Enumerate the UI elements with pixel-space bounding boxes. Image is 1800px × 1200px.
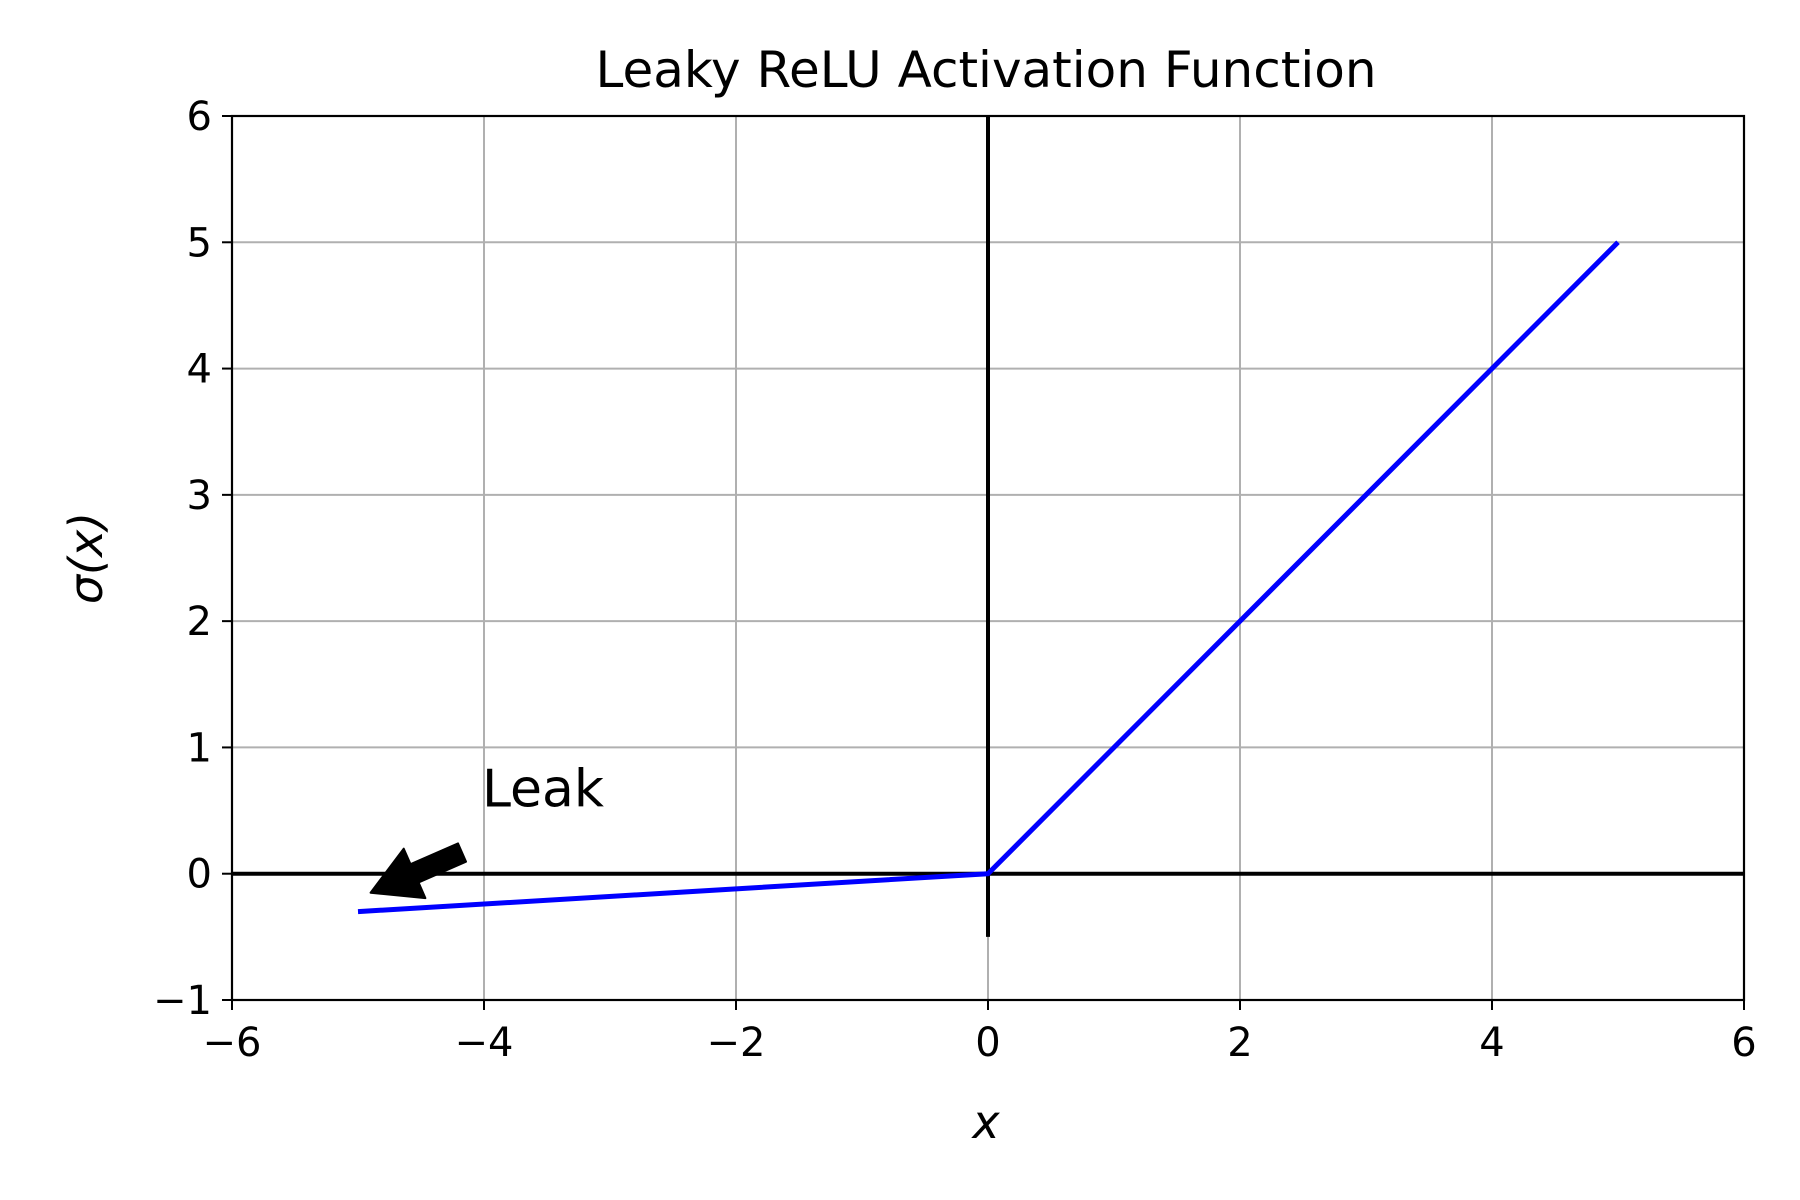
annotation-label: Leak [482, 760, 604, 820]
y-tick-label: 3 [187, 473, 212, 519]
y-axis-ticks: −1 0 1 2 3 4 5 6 [153, 94, 232, 1024]
x-tick-label: 4 [1479, 1020, 1504, 1066]
y-tick-label: −1 [153, 978, 212, 1024]
x-axis-ticks: −6 −4 −2 0 2 4 6 [203, 1000, 1757, 1066]
x-tick-label: 0 [975, 1020, 1000, 1066]
x-tick-label: −4 [455, 1020, 514, 1066]
y-tick-label: 5 [187, 220, 212, 266]
x-tick-label: −6 [203, 1020, 262, 1066]
y-tick-label: 0 [187, 852, 212, 898]
x-tick-label: 6 [1731, 1020, 1756, 1066]
annotation-layer: Leak [369, 760, 604, 900]
chart-title: Leaky ReLU Activation Function [595, 41, 1376, 99]
y-tick-label: 4 [187, 347, 212, 393]
y-tick-label: 6 [187, 94, 212, 140]
x-axis-label: x [970, 1095, 1000, 1149]
x-tick-label: −2 [707, 1020, 766, 1066]
y-axis-label: σ(x) [59, 512, 113, 604]
series-layer [357, 240, 1620, 915]
y-tick-label: 1 [187, 725, 212, 771]
leak-arrow [369, 842, 467, 900]
leaky-relu-line [357, 240, 1620, 915]
y-tick-label: 2 [187, 599, 212, 645]
x-tick-label: 2 [1227, 1020, 1252, 1066]
